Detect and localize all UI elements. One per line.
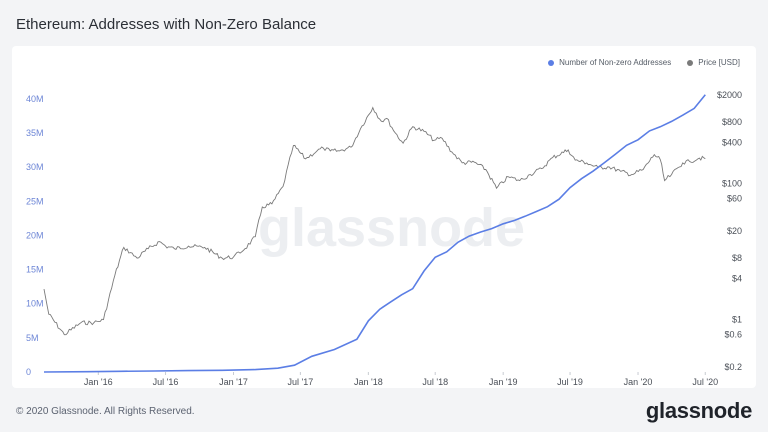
x-tick-label: Jan '17: [219, 377, 248, 387]
x-tick-label: Jan '16: [84, 377, 113, 387]
chart-card: Number of Non-zero Addresses Price [USD]: [12, 46, 756, 388]
y-left-tick-label: 0: [26, 367, 31, 377]
x-tick-label: Jul '19: [557, 377, 583, 387]
x-tick-label: Jan '20: [624, 377, 653, 387]
legend-label-addresses: Number of Non-zero Addresses: [559, 58, 672, 67]
chart-title: Ethereum: Addresses with Non-Zero Balanc…: [16, 16, 317, 33]
y-left-tick-label: 40M: [26, 94, 44, 104]
y-left-tick-label: 10M: [26, 299, 44, 309]
y-right-tick-label: $4: [732, 274, 742, 284]
y-left-tick-label: 20M: [26, 230, 44, 240]
x-tick-label: Jul '16: [153, 377, 179, 387]
legend-dot-price: [687, 59, 694, 66]
y-axis-left: 0 5M 10M 15M 20M 25M 30M 35M 40M: [26, 94, 44, 377]
y-left-tick-label: 15M: [26, 265, 44, 275]
y-axis-right: $0.2 $0.6 $1 $4 $8 $20 $60 $100 $400 $800 $2000: [717, 90, 742, 372]
legend-item-addresses[interactable]: Number of Non-zero Addresses: [548, 58, 671, 67]
y-right-tick-label: $0.2: [724, 362, 742, 372]
y-left-tick-label: 30M: [26, 162, 44, 172]
legend-label-price: Price [USD]: [698, 58, 740, 67]
chart-legend: Number of Non-zero Addresses Price [USD]: [548, 58, 740, 67]
y-right-tick-label: $2000: [717, 90, 742, 100]
y-right-tick-label: $20: [727, 226, 742, 236]
y-right-tick-label: $100: [722, 178, 742, 188]
x-tick-label: Jul '17: [288, 377, 314, 387]
copyright-text: © 2020 Glassnode. All Rights Reserved.: [16, 406, 195, 417]
x-axis: Jan '16 Jul '16 Jan '17 Jul '17 Jan '18 Jul '…: [84, 372, 718, 387]
y-left-tick-label: 5M: [26, 333, 39, 343]
x-tick-label: Jul '18: [422, 377, 448, 387]
legend-item-price[interactable]: Price [USD]: [687, 58, 740, 67]
x-tick-label: Jan '18: [354, 377, 383, 387]
x-tick-label: Jul '20: [692, 377, 718, 387]
series-line-addresses: [43, 94, 706, 373]
y-left-tick-label: 25M: [26, 196, 44, 206]
watermark: glassnode: [258, 198, 525, 258]
y-right-tick-label: $400: [722, 137, 742, 147]
legend-dot-addresses: [548, 59, 555, 66]
y-right-tick-label: $8: [732, 253, 742, 263]
y-right-tick-label: $1: [732, 315, 742, 325]
series-line-price: [43, 106, 706, 336]
brand-logo: glassnode: [645, 398, 752, 423]
x-tick-label: Jan '19: [489, 377, 518, 387]
y-right-tick-label: $60: [727, 194, 742, 204]
y-right-tick-label: $800: [722, 117, 742, 127]
y-right-tick-label: $0.6: [724, 330, 742, 340]
y-left-tick-label: 35M: [26, 128, 44, 138]
